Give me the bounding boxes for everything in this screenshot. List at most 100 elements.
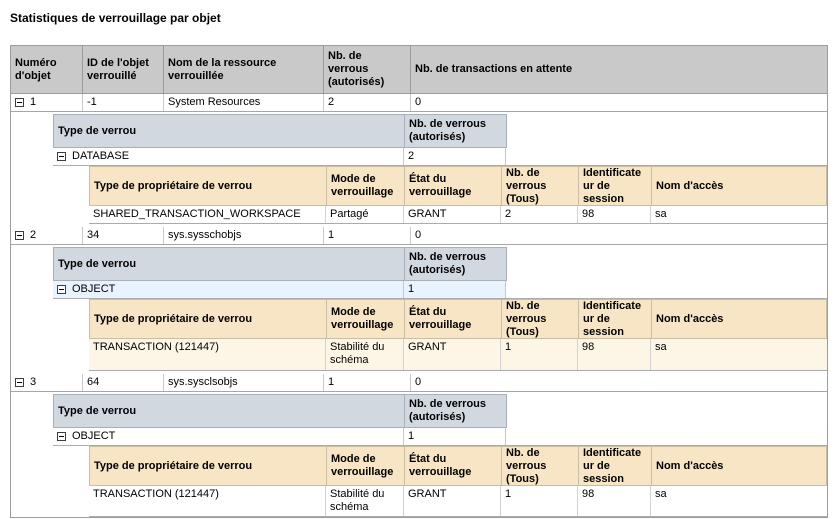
object-number-cell: 1	[11, 94, 83, 111]
lock-type-row: DATABASE 2	[53, 148, 827, 166]
waiting-transactions-cell: 0	[415, 376, 422, 388]
resource-name-cell: sys.sysschobjs	[164, 227, 324, 244]
lock-type-row: OBJECT 1	[53, 428, 827, 446]
lock-type-subtable: Type de verrou Nb. de verrous (autorisés…	[53, 247, 827, 299]
session-id-cell: 98	[578, 486, 651, 516]
granted-locks-cell: 1	[324, 227, 411, 244]
object-id-cell: 64	[83, 374, 164, 391]
lock-owner-header-row: Type de propriétaire de verrou Mode de v…	[89, 299, 827, 339]
lock-owner-row: TRANSACTION (121447) Stabilité du schéma…	[89, 339, 827, 371]
owner-type-cell: TRANSACTION (121447)	[89, 339, 326, 370]
locks-total-cell: 1	[501, 486, 578, 516]
lock-type-granted-cell: 1	[404, 428, 506, 445]
resource-name-cell: sys.sysclsobjs	[164, 374, 324, 391]
login-cell: sa	[655, 488, 667, 500]
col-header-login: Nom d'accès	[656, 312, 724, 325]
col-header-lock-status: État du verrouillage	[405, 447, 502, 485]
lock-status-cell: GRANT	[404, 339, 501, 370]
session-id-cell: 98	[578, 339, 651, 370]
lock-mode-cell: Stabilité du schéma	[326, 339, 404, 370]
col-header-session-id: Identificateur de session	[579, 167, 652, 205]
col-header-lock-status: État du verrouillage	[405, 167, 502, 205]
lock-mode-cell: Partagé	[326, 206, 404, 223]
col-header-lock-type: Type de verrou	[54, 395, 405, 427]
row-filler	[506, 281, 827, 298]
col-header-locks-total: Nb. de verrous (Tous)	[502, 300, 579, 338]
collapse-icon[interactable]	[15, 378, 24, 387]
col-header-resource-name: Nom de la ressource verrouillée	[164, 46, 324, 93]
collapse-icon[interactable]	[57, 152, 66, 161]
row-filler	[506, 428, 827, 445]
col-header-lock-status: État du verrouillage	[405, 300, 502, 338]
col-header-lock-type-granted: Nb. de verrous (autorisés)	[409, 251, 487, 276]
col-header-lock-type: Type de verrou	[54, 115, 405, 147]
collapse-icon[interactable]	[57, 285, 66, 294]
locks-total-cell: 1	[501, 339, 578, 370]
lock-type-cell: OBJECT	[53, 428, 404, 445]
lock-type-header-row: Type de verrou Nb. de verrous (autorisés…	[53, 394, 507, 428]
lock-type-cell: OBJECT	[53, 281, 404, 298]
locks-total-cell: 2	[501, 206, 578, 223]
page-title: Statistiques de verrouillage par objet	[10, 11, 221, 25]
lock-owner-row: SHARED_TRANSACTION_WORKSPACE Partagé GRA…	[89, 206, 827, 224]
lock-status-cell: GRANT	[404, 486, 501, 516]
col-header-locks-total: Nb. de verrous (Tous)	[502, 447, 579, 485]
lock-owner-subtable: Type de propriétaire de verrou Mode de v…	[89, 299, 827, 371]
col-header-lock-type-granted: Nb. de verrous (autorisés)	[409, 398, 487, 423]
owner-type-cell: TRANSACTION (121447)	[89, 486, 326, 516]
lock-type-row: OBJECT 1	[53, 281, 827, 299]
lock-owner-row: TRANSACTION (121447) Stabilité du schéma…	[89, 486, 827, 517]
col-header-waiting-transactions: Nb. de transactions en attente	[415, 63, 573, 75]
resource-name-cell: System Resources	[164, 94, 324, 111]
col-header-granted-locks: Nb. de verrous (autorisés)	[324, 46, 411, 93]
col-header-lock-mode: Mode de verrouillage	[327, 447, 405, 485]
waiting-transactions-cell: 0	[415, 229, 422, 241]
object-row: 2 34 sys.sysschobjs 1 0	[11, 227, 827, 245]
collapse-icon[interactable]	[57, 432, 66, 441]
lock-owner-header-row: Type de propriétaire de verrou Mode de v…	[89, 166, 827, 206]
granted-locks-cell: 1	[324, 374, 411, 391]
col-header-lock-type-granted: Nb. de verrous (autorisés)	[409, 118, 487, 143]
waiting-transactions-cell: 0	[415, 96, 422, 108]
col-header-login: Nom d'accès	[656, 179, 724, 192]
lock-type-subtable: Type de verrou Nb. de verrous (autorisés…	[53, 394, 827, 446]
col-header-lock-mode: Mode de verrouillage	[327, 300, 405, 338]
col-header-locks-total: Nb. de verrous (Tous)	[502, 167, 579, 205]
lock-owner-subtable: Type de propriétaire de verrou Mode de v…	[89, 166, 827, 224]
object-number-cell: 2	[11, 227, 83, 244]
col-header-session-id: Identificateur de session	[579, 447, 652, 485]
lock-status-cell: GRANT	[404, 206, 501, 223]
granted-locks-cell: 2	[324, 94, 411, 111]
col-header-lock-type: Type de verrou	[54, 248, 405, 280]
col-header-owner-type: Type de propriétaire de verrou	[90, 300, 327, 338]
collapse-icon[interactable]	[15, 231, 24, 240]
lock-type-granted-cell: 1	[404, 281, 506, 298]
lock-owner-subtable: Type de propriétaire de verrou Mode de v…	[89, 446, 827, 517]
lock-owner-header-row: Type de propriétaire de verrou Mode de v…	[89, 446, 827, 486]
col-header-owner-type: Type de propriétaire de verrou	[90, 167, 327, 205]
col-header-session-id: Identificateur de session	[579, 300, 652, 338]
lock-type-subtable: Type de verrou Nb. de verrous (autorisés…	[53, 114, 827, 166]
object-row: 3 64 sys.sysclsobjs 1 0	[11, 374, 827, 392]
lock-type-cell: DATABASE	[53, 148, 404, 165]
col-header-owner-type: Type de propriétaire de verrou	[90, 447, 327, 485]
owner-type-cell: SHARED_TRANSACTION_WORKSPACE	[89, 206, 326, 223]
object-id-cell: 34	[83, 227, 164, 244]
collapse-icon[interactable]	[15, 98, 24, 107]
lock-type-header-row: Type de verrou Nb. de verrous (autorisés…	[53, 114, 507, 148]
table-header-row: Numéro d'objet ID de l'objet verrouillé …	[11, 46, 827, 94]
lock-statistics-table: Numéro d'objet ID de l'objet verrouillé …	[10, 45, 828, 518]
session-id-cell: 98	[578, 206, 651, 223]
col-header-object-id: ID de l'objet verrouillé	[83, 46, 164, 93]
col-header-lock-mode: Mode de verrouillage	[327, 167, 405, 205]
lock-mode-cell: Stabilité du schéma	[326, 486, 404, 516]
row-filler	[506, 148, 827, 165]
object-row: 1 -1 System Resources 2 0	[11, 94, 827, 112]
lock-type-granted-cell: 2	[404, 148, 506, 165]
lock-type-header-row: Type de verrou Nb. de verrous (autorisés…	[53, 247, 507, 281]
object-id-cell: -1	[83, 94, 164, 111]
object-number-cell: 3	[11, 374, 83, 391]
login-cell: sa	[655, 208, 667, 220]
login-cell: sa	[651, 339, 827, 370]
col-header-login: Nom d'accès	[656, 459, 724, 472]
